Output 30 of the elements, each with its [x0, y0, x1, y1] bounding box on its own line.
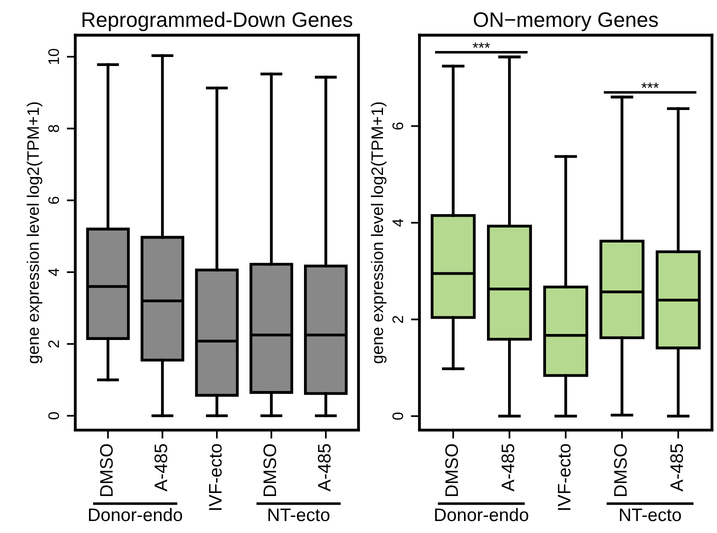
- y-tick-label: 2: [48, 340, 59, 348]
- annotation: ***: [641, 82, 659, 88]
- text: Donor-endo: [89, 508, 182, 522]
- x-tick-label: DMSO: [614, 444, 627, 496]
- y-tick-label: 0: [48, 412, 60, 420]
- y-axis-title: gene expression level log2(TPM+1): [370, 102, 386, 364]
- x-tick-label: A-485: [154, 444, 168, 492]
- text: NT-ecto: [620, 508, 681, 522]
- y-tick-label: 8: [48, 124, 60, 132]
- y-tick-label: 6: [48, 196, 60, 204]
- y-tick-label: 6: [392, 122, 404, 130]
- text: Donor-endo: [435, 508, 528, 522]
- text: NT-ecto: [268, 508, 330, 522]
- x-tick-label: IVF-ecto: [558, 444, 571, 510]
- y-tick-label: 4: [392, 218, 404, 227]
- x-tick-label: A-485: [670, 444, 684, 492]
- annotation: ***: [472, 42, 490, 48]
- y-tick-label: 2: [392, 316, 404, 323]
- y-tick-label: 0: [392, 412, 404, 420]
- x-tick-label: DMSO: [100, 444, 113, 496]
- chart-title: ON−memory Genes: [474, 12, 658, 32]
- x-tick-label: A-485: [502, 444, 514, 492]
- x-tick-label: A-485: [318, 444, 331, 492]
- chart-title: Reprogrammed-Down Genes: [82, 12, 352, 32]
- x-tick-label: IVF-ecto: [209, 444, 222, 510]
- x-tick-label: DMSO: [445, 444, 458, 496]
- y-tick-label: 4: [48, 268, 59, 276]
- x-tick-label: DMSO: [263, 444, 276, 496]
- y-axis-title: gene expression level log2(TPM+1): [26, 102, 42, 364]
- y-tick-label: 10: [48, 48, 60, 64]
